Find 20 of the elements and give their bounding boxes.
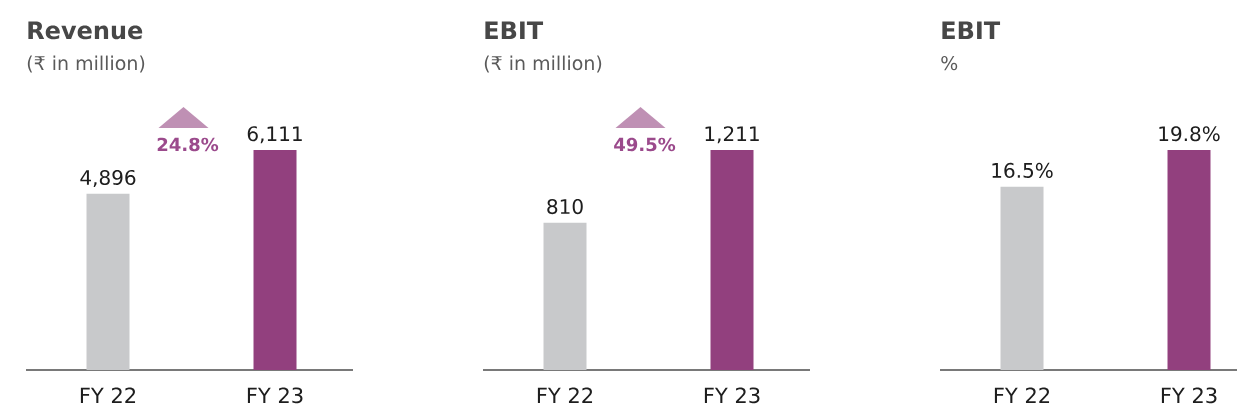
data-label: 1,211 — [705, 126, 759, 144]
chart-title: Revenue — [28, 21, 143, 40]
x-tick-label: FY 22 — [994, 387, 1050, 403]
data-label: 810 — [547, 199, 583, 215]
annotation: 24.8% — [157, 137, 219, 152]
x-tick-label: FY 22 — [537, 387, 593, 403]
x-tick-label: FY 23 — [247, 387, 303, 404]
chart-subtitle: (₹ in million) — [27, 55, 145, 73]
chart-subtitle: (₹ in million) — [484, 55, 602, 73]
chart-subtitle: % — [941, 55, 958, 71]
x-tick-label: FY 23 — [1161, 387, 1217, 404]
x-tick-label: FY 22 — [80, 387, 136, 403]
data-label: 19.8% — [1159, 126, 1220, 142]
chart-title: EBIT — [485, 21, 544, 39]
data-label: 4,896 — [80, 169, 136, 188]
data-label: 6,111 — [247, 126, 302, 144]
chart-title: EBIT — [942, 21, 1001, 39]
annotation: 49.5% — [614, 137, 676, 152]
data-label: 16.5% — [992, 162, 1053, 178]
x-tick-label: FY 23 — [704, 387, 760, 404]
